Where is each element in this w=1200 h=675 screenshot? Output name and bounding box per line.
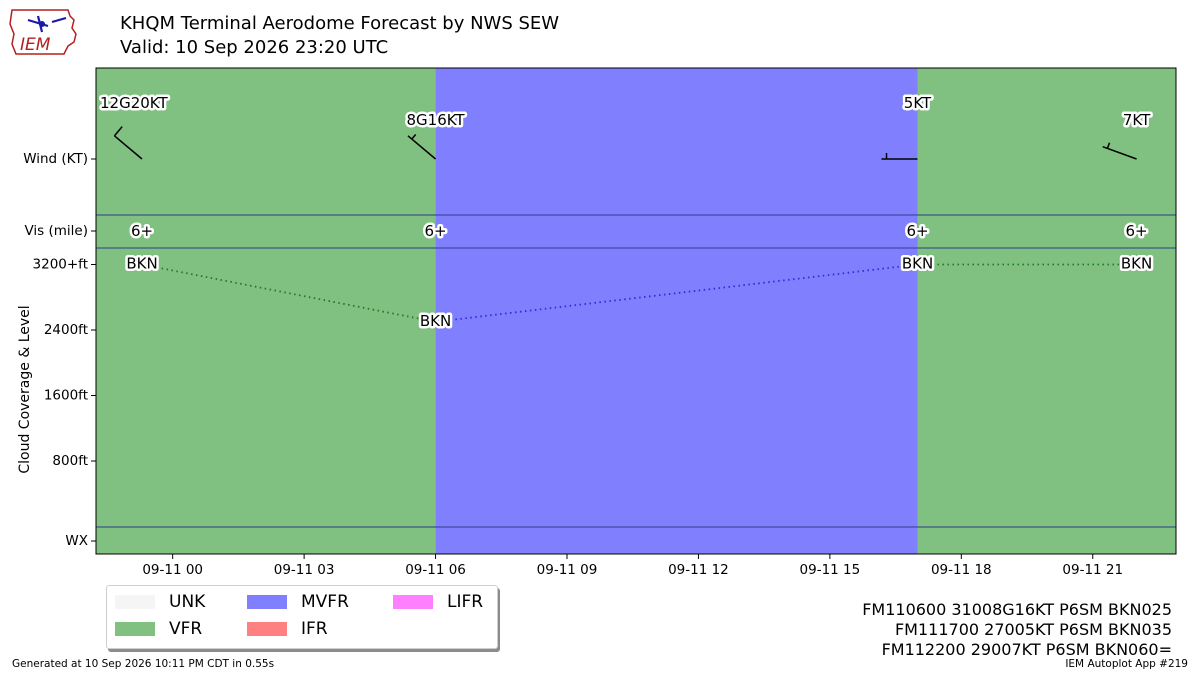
wind-speed-label-halo: 5KT — [904, 94, 932, 112]
visibility-label-text: 6+ — [424, 222, 446, 240]
taf-text-block: FM110600 31008G16KT P6SM BKN025 FM111700… — [820, 600, 1172, 660]
visibility-label-text: 6+ — [131, 222, 153, 240]
chart-legend: UNK MVFR LIFR VFR IFR — [106, 585, 498, 649]
cloud-tick-label: 1600ft — [44, 388, 88, 404]
wind-barb-shaft — [407, 135, 437, 160]
x-tick-label: 09-11 03 — [274, 562, 335, 578]
wind-speed-label-text: 7KT — [1123, 111, 1151, 129]
x-tick-label: 09-11 18 — [931, 562, 992, 578]
x-tick-label: 09-11 09 — [537, 562, 598, 578]
cloud-coverage-label-halo: BKN — [1121, 255, 1152, 273]
wind-barb-shaft — [1102, 145, 1137, 160]
visibility-label-text: 6+ — [1126, 222, 1148, 240]
logo-text: IEM — [20, 35, 51, 55]
legend-swatch — [393, 595, 433, 609]
cloud-coverage-label-text: BKN — [902, 255, 933, 273]
legend-label: VFR — [169, 619, 203, 639]
visibility-label-halo: 6+ — [1126, 222, 1148, 240]
cloud-coverage-label-halo: BKN — [420, 312, 451, 330]
wind-barb — [407, 133, 437, 160]
visibility-label-halo: 6+ — [906, 222, 928, 240]
cloud-coverage-label-text: BKN — [1121, 255, 1152, 273]
taf-line: FM111700 27005KT P6SM BKN035 — [894, 620, 1172, 639]
iem-logo: IEM — [9, 9, 77, 55]
cloud-tick-label: 800ft — [52, 453, 88, 469]
chart-title: KHQM Terminal Aerodome Forecast by NWS S… — [120, 13, 560, 34]
taf-line: FM110600 31008G16KT P6SM BKN025 — [862, 600, 1172, 619]
wind-barb — [113, 126, 143, 160]
wind-barb — [1102, 142, 1137, 160]
legend-swatch — [115, 622, 155, 636]
vis-row-label: Vis (mile) — [24, 223, 88, 239]
visibility-label: 6+6+ — [904, 220, 931, 243]
legend-swatch — [247, 622, 287, 636]
wind-speed-label-text: 8G16KT — [407, 111, 466, 129]
wind-barb-flag — [113, 126, 123, 137]
chart-subtitle: Valid: 10 Sep 2026 23:20 UTC — [120, 37, 389, 58]
cloud-tick-label: 2400ft — [44, 322, 88, 338]
x-tick-label: 09-11 00 — [142, 562, 203, 578]
legend-label: MVFR — [301, 592, 349, 612]
legend-label: LIFR — [447, 592, 484, 612]
wind-barb-shaft — [113, 135, 143, 160]
wx-row-label: WX — [65, 533, 88, 549]
cloud-line-segment — [435, 263, 918, 323]
legend-swatch — [115, 595, 155, 609]
wind-speed-label-text: 5KT — [904, 94, 932, 112]
wind-barb — [881, 153, 918, 160]
category-band-mvfr — [435, 68, 918, 554]
cloud-axis-title: Cloud Coverage & Level — [17, 305, 33, 473]
cloud-coverage-label-text: BKN — [126, 255, 157, 273]
taf-line: FM112200 29007KT P6SM BKN060= — [881, 640, 1172, 659]
app-footer: IEM Autoplot App #219 — [1065, 658, 1188, 670]
x-tick-label: 09-11 21 — [1062, 562, 1123, 578]
visibility-label-text: 6+ — [906, 222, 928, 240]
wind-speed-label-halo: 12G20KT — [100, 94, 168, 112]
visibility-label: 6+6+ — [1123, 220, 1150, 243]
wind-speed-label-halo: 8G16KT — [407, 111, 466, 129]
plot-frame — [95, 67, 1177, 555]
x-tick-label: 09-11 15 — [800, 562, 861, 578]
legend-label: UNK — [169, 592, 206, 612]
cloud-coverage-label-halo: BKN — [126, 255, 157, 273]
cloud-coverage-label-halo: BKN — [902, 255, 933, 273]
category-band-vfr — [96, 68, 436, 554]
generated-footer: Generated at 10 Sep 2026 10:11 PM CDT in… — [12, 658, 275, 670]
visibility-label-halo: 6+ — [131, 222, 153, 240]
wind-barb-half-flag — [411, 133, 417, 140]
wind-row-label: Wind (KT) — [23, 151, 88, 167]
legend-swatch — [247, 595, 287, 609]
visibility-label-halo: 6+ — [424, 222, 446, 240]
category-band-vfr — [917, 68, 1176, 554]
visibility-label: 6+6+ — [422, 220, 449, 243]
x-tick-label: 09-11 06 — [405, 562, 466, 578]
visibility-label: 6+6+ — [128, 220, 155, 243]
cloud-coverage-label-text: BKN — [420, 312, 451, 330]
wind-speed-label-halo: 7KT — [1123, 111, 1151, 129]
wind-barb-half-flag — [1106, 142, 1111, 149]
wind-speed-label-text: 12G20KT — [100, 94, 168, 112]
x-tick-label: 09-11 12 — [668, 562, 729, 578]
legend-label: IFR — [301, 619, 328, 639]
cloud-tick-label: 3200+ft — [33, 257, 88, 273]
